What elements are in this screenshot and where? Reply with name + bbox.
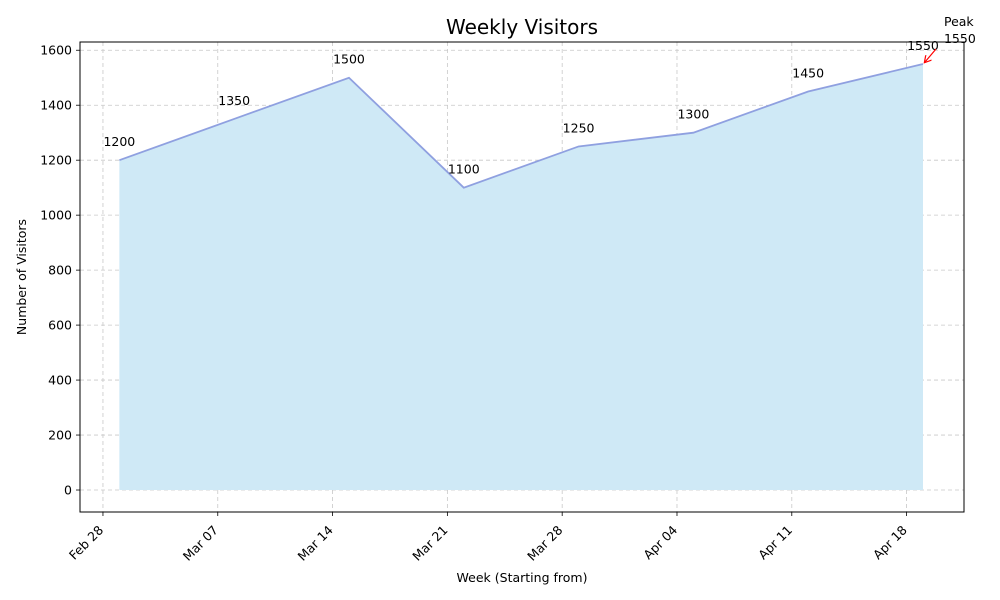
y-tick-label: 1200 <box>40 153 72 168</box>
plot-frame <box>79 41 965 513</box>
area-layer <box>119 63 924 491</box>
y-axis-title: Number of Visitors <box>14 219 29 335</box>
annotation-line1: Peak <box>944 14 974 29</box>
data-label: 1450 <box>792 65 824 80</box>
annotation-arrow <box>925 48 937 62</box>
y-tick-label: 200 <box>48 428 72 443</box>
y-tick-label: 1600 <box>40 43 72 58</box>
series-line <box>119 63 924 189</box>
area-fill <box>119 63 923 491</box>
y-axis-ticks: 0 200 400 600 800 1000 1200 1400 1600 <box>40 43 80 498</box>
data-label: 1350 <box>218 93 250 108</box>
data-label: 1250 <box>563 120 595 135</box>
data-label: 1500 <box>333 52 365 67</box>
data-label: 1300 <box>677 107 709 122</box>
peak-annotation: Peak 1550 <box>925 14 976 62</box>
x-tick-label: Apr 11 <box>755 522 795 562</box>
y-tick-label: 0 <box>64 483 72 498</box>
plot-border <box>79 41 965 513</box>
x-tick-label: Feb 28 <box>66 522 106 562</box>
x-tick-label: Apr 04 <box>640 522 680 562</box>
y-tick-label: 400 <box>48 373 72 388</box>
x-tick-label: Apr 18 <box>870 522 910 562</box>
x-tick-label: Mar 07 <box>180 522 221 563</box>
y-tick-label: 600 <box>48 318 72 333</box>
x-tick-label: Mar 21 <box>409 522 450 563</box>
y-tick-label: 1400 <box>40 98 72 113</box>
annotation-line2: 1550 <box>944 31 976 46</box>
y-tick-label: 1000 <box>40 208 72 223</box>
x-tick-label: Mar 14 <box>295 522 336 563</box>
x-tick-label: Mar 28 <box>524 522 565 563</box>
x-axis-title: Week (Starting from) <box>457 570 588 585</box>
data-labels: 1200 1350 1500 1100 1250 1300 1450 1550 <box>103 38 938 177</box>
data-label: 1200 <box>103 134 135 149</box>
chart-title: Weekly Visitors <box>446 15 598 39</box>
y-tick-label: 800 <box>48 263 72 278</box>
x-axis-ticks: Feb 28 Mar 07 Mar 14 Mar 21 Mar 28 Apr 04 Apr … <box>66 512 910 564</box>
data-label: 1100 <box>448 162 480 177</box>
data-label: 1550 <box>907 38 939 53</box>
